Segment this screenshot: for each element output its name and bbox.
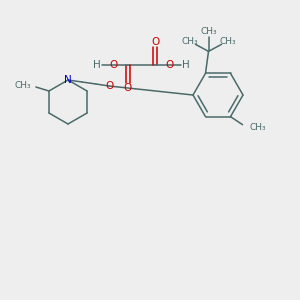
Text: CH₃: CH₃ — [14, 80, 31, 89]
Text: O: O — [124, 83, 132, 93]
Text: CH₃: CH₃ — [181, 37, 198, 46]
Text: O: O — [151, 37, 159, 47]
Text: O: O — [165, 60, 173, 70]
Text: N: N — [64, 75, 72, 85]
Text: CH₃: CH₃ — [250, 123, 266, 132]
Text: CH₃: CH₃ — [200, 27, 217, 36]
Text: O: O — [110, 60, 118, 70]
Text: O: O — [105, 81, 113, 91]
Text: H: H — [93, 60, 101, 70]
Text: H: H — [182, 60, 190, 70]
Text: CH₃: CH₃ — [219, 37, 236, 46]
